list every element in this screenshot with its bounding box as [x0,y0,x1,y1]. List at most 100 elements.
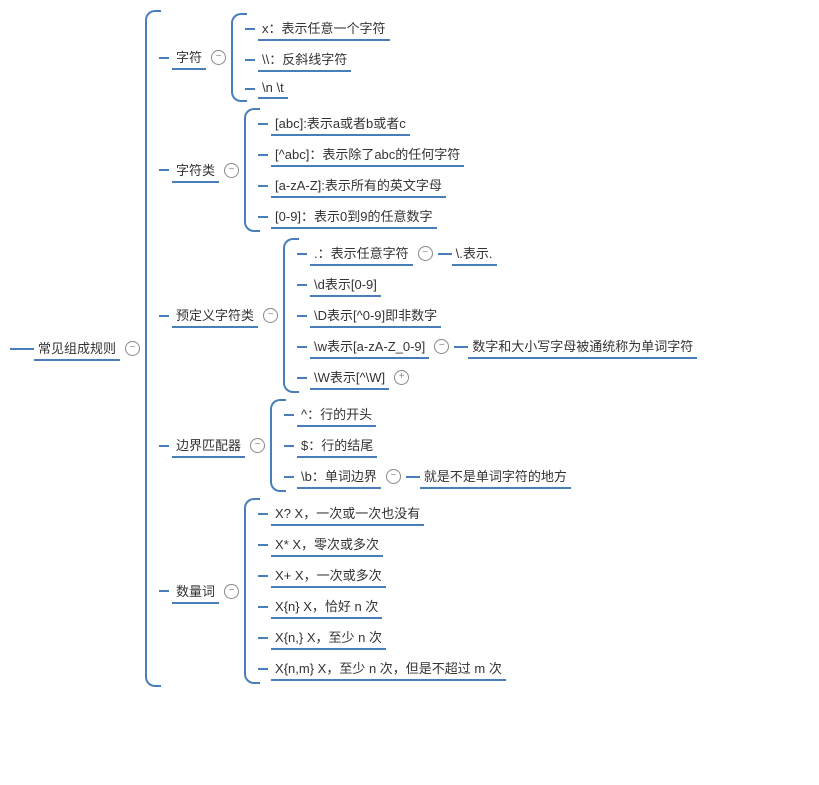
children-group: .：表示任意字符 − \.表示. \d表示[0-9] \D表示[^0-9]即非数… [283,238,697,393]
connector-line [258,216,268,218]
sub-leaf-text: 数字和大小写字母被通统称为单词字符 [468,334,697,359]
connector-line [258,513,268,515]
sub-leaf-text: 就是不是单词字符的地方 [420,464,571,489]
leaf-text: \b：单词边界 [297,464,381,489]
leaf-text: X{n,m} X，至少 n 次，但是不超过 m 次 [271,656,506,681]
connector-line [159,57,169,59]
root-children-group: 字符 − x：表示任意一个字符 \\：反斜线字符 \n \t 字符类 − [145,10,697,687]
toggle-icon[interactable]: − [386,469,401,484]
connector-line [258,668,268,670]
leaf-row: X{n} X，恰好 n 次 [258,594,506,619]
connector-line [297,315,307,317]
children-group: [abc]:表示a或者b或者c [^abc]：表示除了abc的任何字符 [a-z… [244,108,464,232]
leaf-row: .：表示任意字符 − \.表示. [297,241,697,266]
connector-line [245,88,255,90]
leaf-row: \n \t [245,78,390,99]
leaf-row: \D表示[^0-9]即非数字 [297,303,697,328]
leaf-text: X? X，一次或一次也没有 [271,501,424,526]
connector-line [406,476,420,478]
root-label: 常见组成规则 [34,336,120,361]
leaf-text: .：表示任意字符 [310,241,413,266]
connector-line [297,377,307,379]
sub-leaf-text: \.表示. [452,241,497,266]
children-group: ^：行的开头 $：行的结尾 \b：单词边界 − 就是不是单词字符的地方 [270,399,571,492]
leaf-text: \n \t [258,78,288,99]
leaf-row: [a-zA-Z]:表示所有的英文字母 [258,173,464,198]
leaf-text: \D表示[^0-9]即非数字 [310,303,441,328]
connector-line [297,284,307,286]
connector-line [159,445,169,447]
connector-line [297,346,307,348]
toggle-icon[interactable]: − [224,163,239,178]
branch-label: 字符 [172,45,206,70]
branch-children: .：表示任意字符 − \.表示. \d表示[0-9] \D表示[^0-9]即非数… [297,238,697,393]
toggle-icon[interactable]: − [434,339,449,354]
leaf-row: ^：行的开头 [284,402,571,427]
branch-row: 数量词 − X? X，一次或一次也没有 X* X，零次或多次 X+ X，一次或多… [159,498,697,684]
branch-row: 字符类 − [abc]:表示a或者b或者c [^abc]：表示除了abc的任何字… [159,108,697,232]
root-children: 字符 − x：表示任意一个字符 \\：反斜线字符 \n \t 字符类 − [159,10,697,687]
leaf-text: [abc]:表示a或者b或者c [271,111,410,136]
leaf-row: \d表示[0-9] [297,272,697,297]
leaf-text: \d表示[0-9] [310,272,381,297]
connector-line [159,315,169,317]
leaf-text: x：表示任意一个字符 [258,16,390,41]
toggle-icon[interactable]: − [418,246,433,261]
connector-line [245,59,255,61]
leaf-text: [a-zA-Z]:表示所有的英文字母 [271,173,446,198]
connector-line [258,123,268,125]
leaf-text: \W表示[^\W] [310,365,389,390]
toggle-icon[interactable]: − [224,584,239,599]
root-connector [10,348,34,350]
connector-line [454,346,468,348]
connector-line [284,445,294,447]
leaf-row: X{n,} X，至少 n 次 [258,625,506,650]
branch-row: 字符 − x：表示任意一个字符 \\：反斜线字符 \n \t [159,13,697,102]
connector-line [258,185,268,187]
branch-label: 预定义字符类 [172,303,258,328]
branch-children: [abc]:表示a或者b或者c [^abc]：表示除了abc的任何字符 [a-z… [258,108,464,232]
connector-line [284,476,294,478]
leaf-row: x：表示任意一个字符 [245,16,390,41]
leaf-row: \W表示[^\W] + [297,365,697,390]
connector-line [438,253,452,255]
toggle-icon[interactable]: − [125,341,140,356]
leaf-text: $：行的结尾 [297,433,377,458]
toggle-icon[interactable]: − [263,308,278,323]
connector-line [284,414,294,416]
leaf-text: [^abc]：表示除了abc的任何字符 [271,142,464,167]
branch-row: 预定义字符类 − .：表示任意字符 − \.表示. \d表示[0-9] \D表 [159,238,697,393]
children-group: X? X，一次或一次也没有 X* X，零次或多次 X+ X，一次或多次 X{n}… [244,498,506,684]
leaf-row: X? X，一次或一次也没有 [258,501,506,526]
toggle-icon[interactable]: + [394,370,409,385]
leaf-text: X{n,} X，至少 n 次 [271,625,386,650]
leaf-text: \w表示[a-zA-Z_0-9] [310,334,429,359]
leaf-text: X+ X，一次或多次 [271,563,386,588]
branch-children: ^：行的开头 $：行的结尾 \b：单词边界 − 就是不是单词字符的地方 [284,399,571,492]
connector-line [258,637,268,639]
connector-line [258,154,268,156]
toggle-icon[interactable]: − [250,438,265,453]
leaf-row: \b：单词边界 − 就是不是单词字符的地方 [284,464,571,489]
leaf-text: \\：反斜线字符 [258,47,351,72]
leaf-text: X{n} X，恰好 n 次 [271,594,382,619]
leaf-row: \\：反斜线字符 [245,47,390,72]
connector-line [159,169,169,171]
leaf-row: X* X，零次或多次 [258,532,506,557]
toggle-icon[interactable]: − [211,50,226,65]
branch-children: x：表示任意一个字符 \\：反斜线字符 \n \t [245,13,390,102]
connector-line [297,253,307,255]
branch-row: 边界匹配器 − ^：行的开头 $：行的结尾 \b：单词边界 − 就是不是单词字符… [159,399,697,492]
leaf-row: $：行的结尾 [284,433,571,458]
leaf-row: [abc]:表示a或者b或者c [258,111,464,136]
leaf-row: [^abc]：表示除了abc的任何字符 [258,142,464,167]
connector-line [258,544,268,546]
mindmap-root: 常见组成规则 − 字符 − x：表示任意一个字符 \\：反斜线字符 \n \t [10,10,809,687]
leaf-text: X* X，零次或多次 [271,532,383,557]
leaf-row: X+ X，一次或多次 [258,563,506,588]
leaf-row: \w表示[a-zA-Z_0-9] − 数字和大小写字母被通统称为单词字符 [297,334,697,359]
leaf-text: [0-9]：表示0到9的任意数字 [271,204,436,229]
branch-children: X? X，一次或一次也没有 X* X，零次或多次 X+ X，一次或多次 X{n}… [258,498,506,684]
connector-line [245,28,255,30]
connector-line [159,590,169,592]
